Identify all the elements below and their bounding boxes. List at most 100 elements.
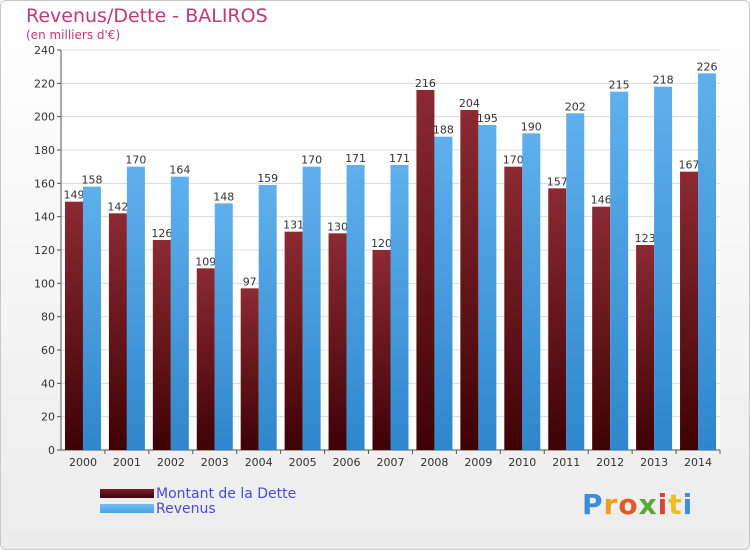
bar-revenus bbox=[478, 125, 497, 450]
y-tick-label: 240 bbox=[34, 44, 55, 57]
legend-label-dette: Montant de la Dette bbox=[156, 485, 297, 502]
x-tick-label: 2013 bbox=[640, 456, 668, 469]
bar-revenus bbox=[390, 165, 409, 450]
bar-dette bbox=[284, 231, 303, 450]
data-label-dette: 120 bbox=[371, 237, 392, 250]
data-label-revenus: 148 bbox=[213, 190, 234, 203]
bar-revenus bbox=[566, 113, 585, 450]
logo-letter: r bbox=[603, 488, 619, 521]
y-tick-label: 0 bbox=[48, 444, 55, 457]
y-tick-label: 160 bbox=[34, 177, 55, 190]
data-label-dette: 216 bbox=[415, 77, 436, 90]
data-label-revenus: 171 bbox=[345, 152, 366, 165]
data-label-dette: 146 bbox=[591, 194, 612, 207]
y-tick-label: 200 bbox=[34, 111, 55, 124]
x-tick-label: 2012 bbox=[596, 456, 624, 469]
bar-dette bbox=[548, 188, 567, 451]
bar-revenus bbox=[698, 73, 717, 450]
chart-title: Revenus/Dette - BALIROS bbox=[26, 5, 268, 27]
x-tick-label: 2003 bbox=[201, 456, 229, 469]
data-label-revenus: 226 bbox=[697, 60, 718, 73]
bar-dette bbox=[240, 288, 259, 450]
logo-letter: x bbox=[638, 488, 658, 521]
y-tick-label: 140 bbox=[34, 211, 55, 224]
data-label-dette: 131 bbox=[283, 219, 304, 232]
bar-revenus bbox=[214, 203, 233, 450]
bar-dette bbox=[152, 240, 171, 450]
y-tick-label: 180 bbox=[34, 144, 55, 157]
data-label-dette: 130 bbox=[327, 220, 348, 233]
y-tick-label: 40 bbox=[41, 377, 55, 390]
x-tick-label: 2007 bbox=[377, 456, 405, 469]
bar-revenus bbox=[654, 86, 673, 451]
legend-swatch-dette bbox=[100, 489, 154, 498]
bar-dette bbox=[416, 90, 435, 450]
bar-revenus bbox=[346, 165, 365, 450]
y-tick-label: 20 bbox=[41, 411, 55, 424]
data-label-revenus: 164 bbox=[169, 164, 190, 177]
logo-letter: P bbox=[582, 488, 604, 521]
data-label-dette: 126 bbox=[151, 227, 172, 240]
bar-dette bbox=[328, 233, 347, 450]
bar-revenus bbox=[522, 133, 541, 451]
legend-label-revenus: Revenus bbox=[156, 500, 216, 517]
chart-subtitle: (en milliers d'€) bbox=[26, 28, 121, 42]
y-tick-label: 120 bbox=[34, 244, 55, 257]
x-tick-label: 2006 bbox=[333, 456, 361, 469]
x-tick-label: 2001 bbox=[113, 456, 141, 469]
data-label-revenus: 170 bbox=[125, 154, 146, 167]
data-label-dette: 157 bbox=[547, 175, 568, 188]
bar-dette bbox=[460, 110, 479, 450]
x-tick-label: 2014 bbox=[684, 456, 712, 469]
x-tick-label: 2008 bbox=[420, 456, 448, 469]
data-label-revenus: 170 bbox=[301, 154, 322, 167]
data-label-revenus: 195 bbox=[477, 112, 498, 125]
bar-dette bbox=[636, 245, 655, 450]
x-tick-label: 2005 bbox=[289, 456, 317, 469]
logo-letter: o bbox=[618, 488, 639, 521]
legend: Montant de la Dette Revenus bbox=[100, 485, 297, 517]
bar-dette bbox=[680, 171, 699, 450]
data-label-revenus: 190 bbox=[521, 120, 542, 133]
data-label-dette: 97 bbox=[243, 275, 257, 288]
data-label-revenus: 202 bbox=[565, 100, 586, 113]
bar-dette bbox=[592, 206, 611, 450]
bar-revenus bbox=[302, 166, 321, 450]
data-label-dette: 204 bbox=[459, 97, 480, 110]
bar-dette bbox=[64, 201, 83, 450]
data-label-revenus: 218 bbox=[653, 74, 674, 87]
data-label-revenus: 159 bbox=[257, 172, 278, 185]
bar-dette bbox=[196, 268, 215, 450]
logo-letter: i bbox=[682, 488, 694, 521]
proxiti-logo: Proxiti bbox=[582, 488, 693, 521]
data-label-dette: 170 bbox=[503, 154, 524, 167]
data-label-dette: 149 bbox=[63, 189, 84, 202]
data-label-dette: 123 bbox=[635, 232, 656, 245]
data-label-revenus: 158 bbox=[81, 174, 102, 187]
y-tick-label: 220 bbox=[34, 77, 55, 90]
bar-revenus bbox=[434, 136, 453, 450]
bar-dette bbox=[504, 166, 523, 450]
x-tick-label: 2011 bbox=[552, 456, 580, 469]
logo-letter: i bbox=[657, 488, 669, 521]
bar-revenus bbox=[82, 186, 101, 450]
data-label-dette: 167 bbox=[679, 159, 700, 172]
data-label-dette: 109 bbox=[195, 255, 216, 268]
x-tick-label: 2000 bbox=[69, 456, 97, 469]
legend-item-revenus: Revenus bbox=[100, 500, 296, 517]
x-tick-label: 2002 bbox=[157, 456, 185, 469]
bar-revenus bbox=[170, 176, 189, 450]
x-tick-label: 2009 bbox=[464, 456, 492, 469]
bar-revenus bbox=[258, 185, 277, 450]
bar-dette bbox=[372, 250, 391, 450]
bar-dette bbox=[108, 213, 127, 450]
data-label-dette: 142 bbox=[107, 200, 128, 213]
data-label-revenus: 188 bbox=[433, 124, 454, 137]
data-label-revenus: 215 bbox=[609, 79, 630, 92]
bar-revenus bbox=[610, 91, 629, 451]
logo-letter: t bbox=[668, 488, 683, 521]
x-tick-label: 2004 bbox=[245, 456, 273, 469]
bar-revenus bbox=[126, 166, 145, 450]
legend-item-dette: Montant de la Dette bbox=[100, 485, 297, 502]
